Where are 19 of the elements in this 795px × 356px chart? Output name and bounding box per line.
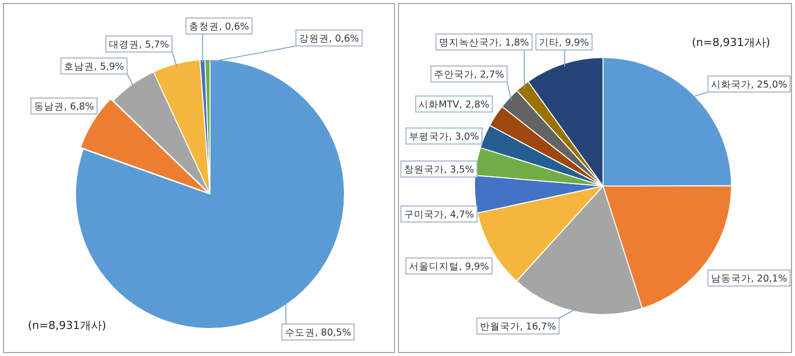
- slice-label: 수도권, 80,5%: [284, 327, 352, 338]
- text: (n=8,931개사): [28, 318, 106, 332]
- text: (n=8,931개사): [692, 36, 770, 49]
- slice-label: 명지녹산국가, 1,8%: [438, 37, 530, 48]
- slice-label: 남동국가, 20,1%: [710, 273, 788, 284]
- slice-label: 시화국가, 25,0%: [710, 79, 788, 90]
- slice-label: 충청권, 0,6%: [188, 21, 250, 32]
- slice-label: 반월국가, 16,7%: [480, 321, 556, 332]
- slice-label: 동남권, 6,8%: [34, 101, 94, 112]
- slice-label: 부평국가, 3,0%: [408, 131, 480, 142]
- slice-label: 호남권, 5,9%: [64, 61, 124, 72]
- slice-label: 시화MTV, 2,8%: [418, 99, 490, 110]
- slice-label: 강원권, 0,6%: [298, 33, 360, 44]
- slice-label: 주안국가, 2,7%: [434, 69, 504, 80]
- slice-label: 기타, 9,9%: [538, 37, 590, 48]
- slice-label: 서울디지털, 9,9%: [408, 261, 490, 272]
- slice-label: 창원국가, 3,5%: [404, 164, 474, 176]
- slice-label: 구미국가, 4,7%: [404, 209, 474, 220]
- slice-label: 대경권, 5,7%: [108, 39, 170, 50]
